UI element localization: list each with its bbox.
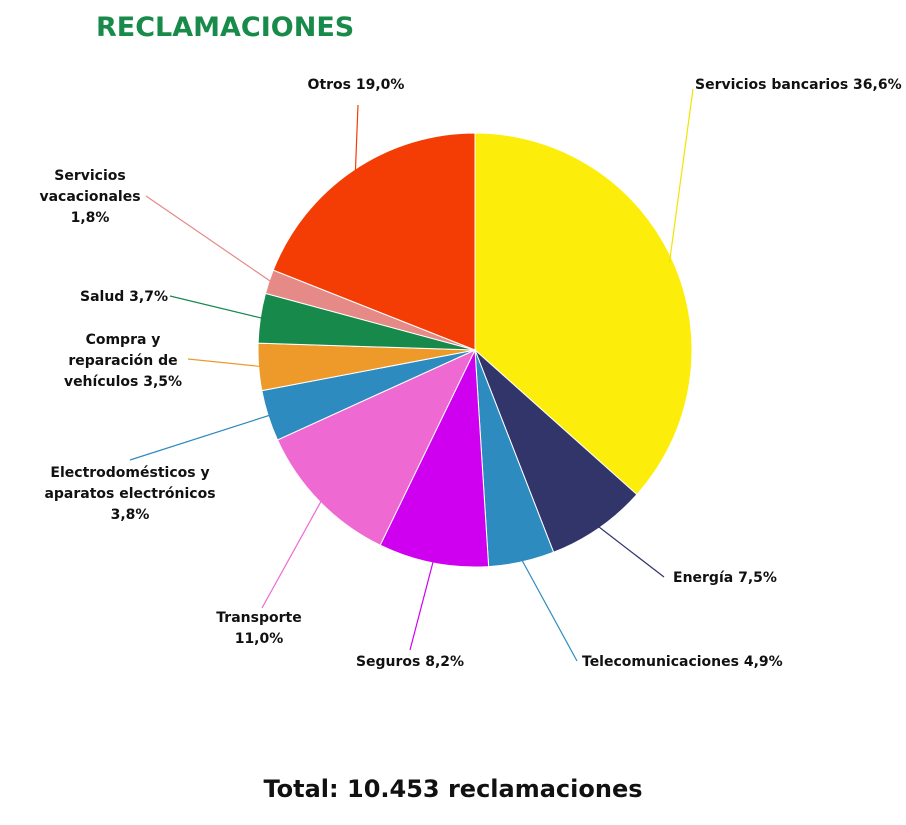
slice-label-7: Compra y reparación de vehículos 3,5% — [64, 332, 182, 390]
slice-label-line: Transporte — [216, 610, 301, 626]
slice-label-4: Seguros 8,2% — [356, 654, 464, 670]
slice-label-3: Telecomunicaciones 4,9% — [582, 654, 783, 670]
leader-line-4 — [409, 558, 435, 651]
total-reclamaciones: Total: 10.453 reclamaciones — [263, 775, 643, 803]
slice-label-1: Servicios bancarios 36,6% — [695, 77, 902, 93]
pie-slice-5 — [276, 348, 477, 546]
slice-label-line: 3,8% — [111, 507, 150, 523]
pie-slice-2 — [474, 349, 638, 553]
slice-label-line: Electrodomésticos y — [50, 465, 209, 481]
slice-label-line: Seguros 8,2% — [356, 654, 464, 670]
pie-slice-10 — [272, 132, 476, 351]
leader-line-9 — [145, 195, 274, 284]
pie-slices — [257, 132, 693, 568]
slice-label-line: Salud 3,7% — [80, 289, 168, 305]
slice-label-6: Electrodomésticos y aparatos electrónicos… — [44, 465, 215, 523]
pie-slice-1 — [474, 132, 693, 496]
leader-line-2 — [596, 524, 665, 578]
slice-label-line: Energía 7,5% — [673, 570, 777, 586]
slice-labels: Servicios bancarios 36,6% Energía 7,5% Tel… — [39, 77, 901, 670]
slice-label-2: Energía 7,5% — [673, 570, 777, 586]
leader-line-3 — [520, 557, 578, 662]
leader-line-8 — [169, 295, 265, 320]
chart-title: RECLAMACIONES — [96, 12, 355, 43]
leader-lines — [129, 88, 694, 662]
slice-label-line: Servicios — [54, 168, 125, 184]
slice-label-8: Salud 3,7% — [80, 289, 168, 305]
slice-label-line: Telecomunicaciones 4,9% — [582, 654, 783, 670]
leader-line-1 — [668, 88, 694, 264]
slice-label-line: 11,0% — [235, 631, 284, 647]
slice-label-line: Otros 19,0% — [308, 77, 405, 93]
leader-line-5 — [261, 498, 324, 609]
slice-label-line: vehículos 3,5% — [64, 374, 182, 390]
slice-label-line: Compra y — [86, 332, 161, 348]
slice-label-line: aparatos electrónicos — [44, 486, 215, 502]
slice-label-9: Servicios vacacionales 1,8% — [39, 168, 140, 226]
slice-label-line: vacacionales — [39, 189, 140, 205]
slice-label-10: Otros 19,0% — [308, 77, 405, 93]
leader-line-10 — [354, 104, 359, 174]
leader-line-7 — [187, 358, 263, 368]
slice-label-line: 1,8% — [71, 210, 110, 226]
slice-label-line: Servicios bancarios 36,6% — [695, 77, 902, 93]
leader-line-6 — [129, 413, 273, 461]
slice-label-5: Transporte 11,0% — [216, 610, 301, 647]
slice-label-line: reparación de — [68, 353, 177, 369]
